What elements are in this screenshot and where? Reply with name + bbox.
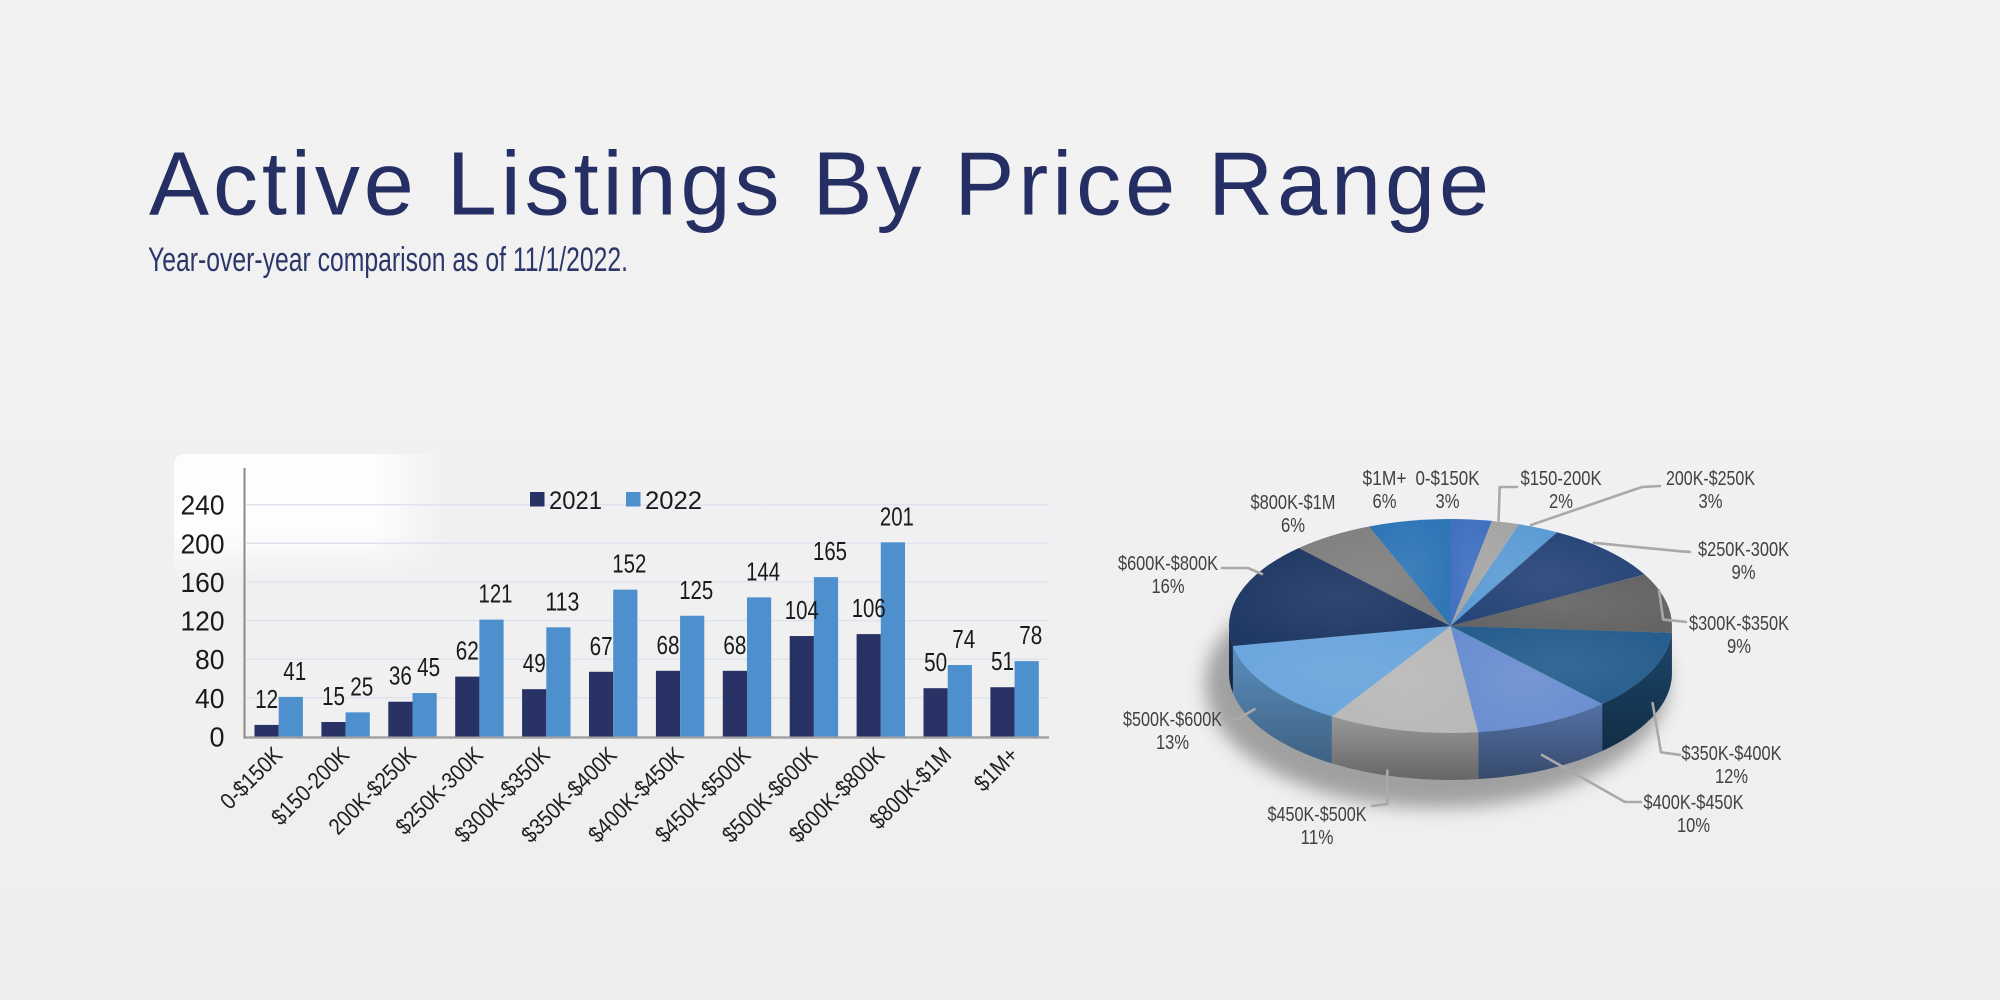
svg-text:40: 40	[195, 683, 225, 714]
svg-text:240: 240	[181, 490, 225, 521]
svg-text:15: 15	[322, 681, 345, 711]
svg-text:68: 68	[657, 630, 680, 660]
svg-text:165: 165	[813, 536, 847, 566]
svg-text:50: 50	[924, 647, 947, 677]
svg-text:160: 160	[181, 567, 225, 598]
svg-text:12: 12	[255, 684, 278, 714]
svg-text:152: 152	[612, 549, 646, 579]
svg-text:$600K-$800K: $600K-$800K	[1118, 553, 1219, 575]
svg-text:3%: 3%	[1699, 491, 1723, 513]
svg-text:Active Listings By Price Range: Active Listings By Price Range	[149, 135, 1493, 235]
svg-text:80: 80	[195, 644, 225, 675]
svg-text:13%: 13%	[1156, 732, 1189, 754]
svg-text:113: 113	[545, 586, 579, 616]
svg-text:6%: 6%	[1281, 515, 1305, 537]
svg-text:68: 68	[723, 630, 746, 660]
svg-text:$300K-$350K: $300K-$350K	[1689, 613, 1790, 635]
svg-text:3%: 3%	[1436, 491, 1460, 513]
svg-text:11%: 11%	[1301, 827, 1334, 849]
svg-text:106: 106	[852, 593, 886, 623]
svg-text:62: 62	[456, 636, 479, 666]
svg-text:2%: 2%	[1549, 491, 1573, 513]
svg-text:121: 121	[479, 579, 513, 609]
svg-text:201: 201	[880, 501, 914, 531]
svg-text:$150-200K: $150-200K	[1521, 468, 1603, 490]
svg-text:51: 51	[991, 646, 1014, 676]
svg-text:$1M+: $1M+	[1363, 468, 1407, 490]
svg-text:9%: 9%	[1732, 562, 1756, 584]
svg-text:6%: 6%	[1373, 491, 1397, 513]
svg-text:200K-$250K: 200K-$250K	[1666, 468, 1756, 490]
svg-text:$800K-$1M: $800K-$1M	[1251, 492, 1336, 514]
svg-text:2021: 2021	[549, 487, 602, 515]
svg-text:$400K-$450K: $400K-$450K	[1644, 792, 1745, 814]
svg-text:9%: 9%	[1727, 636, 1751, 658]
svg-text:16%: 16%	[1152, 576, 1185, 598]
svg-text:36: 36	[389, 661, 412, 691]
svg-text:12%: 12%	[1715, 766, 1748, 788]
svg-text:25: 25	[350, 671, 373, 701]
svg-text:49: 49	[523, 648, 546, 678]
svg-text:0-$150K: 0-$150K	[1416, 468, 1481, 490]
svg-text:120: 120	[181, 606, 225, 637]
svg-text:144: 144	[746, 556, 780, 586]
svg-text:104: 104	[785, 595, 819, 625]
svg-text:78: 78	[1019, 620, 1042, 650]
svg-text:Year-over-year comparison as o: Year-over-year comparison as of 11/1/202…	[148, 241, 628, 279]
svg-text:41: 41	[283, 656, 306, 686]
svg-text:$350K-$400K: $350K-$400K	[1682, 743, 1783, 765]
svg-text:2022: 2022	[645, 487, 702, 515]
svg-text:74: 74	[952, 624, 975, 654]
svg-text:200: 200	[181, 528, 225, 559]
svg-text:$250K-300K: $250K-300K	[1698, 539, 1790, 561]
svg-text:0: 0	[210, 722, 225, 753]
svg-text:45: 45	[417, 652, 440, 682]
svg-text:$450K-$500K: $450K-$500K	[1268, 804, 1368, 826]
svg-text:10%: 10%	[1677, 815, 1710, 837]
svg-text:$500K-$600K: $500K-$600K	[1123, 709, 1223, 731]
svg-text:67: 67	[590, 631, 613, 661]
svg-text:125: 125	[679, 575, 713, 605]
